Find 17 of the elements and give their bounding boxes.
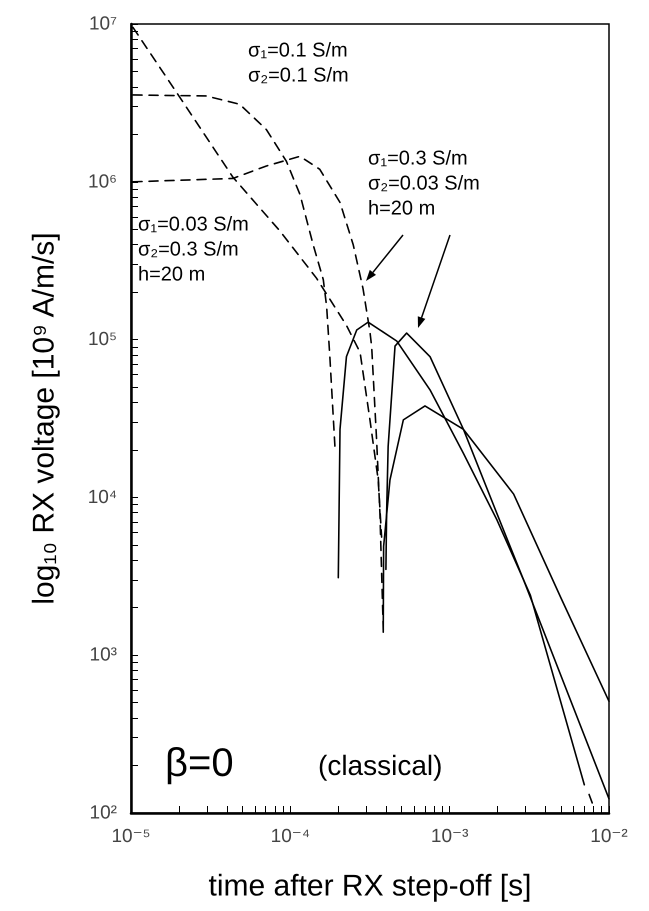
annotation: σ₁=0.03 S/m σ₂=0.3 S/m h=20 m bbox=[138, 214, 249, 286]
annotation: σ₁=0.1 S/m σ₂=0.1 S/m bbox=[248, 40, 349, 86]
annotation: (classical) bbox=[318, 750, 442, 781]
y-tick-label: 10⁷ bbox=[88, 14, 118, 34]
annotation: σ₁=0.3 S/m σ₂=0.03 S/m h=20 m bbox=[368, 148, 480, 220]
y-tick-label: 10⁶ bbox=[88, 171, 117, 192]
annotation: β=0 bbox=[165, 741, 234, 785]
y-tick-label: 10⁵ bbox=[88, 329, 117, 350]
x-tick-label: 10⁻² bbox=[590, 826, 628, 847]
y-tick-label: 10² bbox=[90, 802, 117, 824]
y-tick-label: 10⁴ bbox=[88, 486, 117, 508]
x-axis-title: time after RX step-off [s] bbox=[208, 870, 532, 902]
y-tick-label: 10³ bbox=[90, 644, 117, 666]
y-axis-title: log₁₀ RX voltage [10⁹ A/m/s] bbox=[28, 232, 60, 605]
x-tick-label: 10⁻⁵ bbox=[111, 826, 151, 847]
x-tick-label: 10⁻³ bbox=[430, 826, 468, 847]
x-tick-label: 10⁻⁴ bbox=[270, 826, 310, 847]
